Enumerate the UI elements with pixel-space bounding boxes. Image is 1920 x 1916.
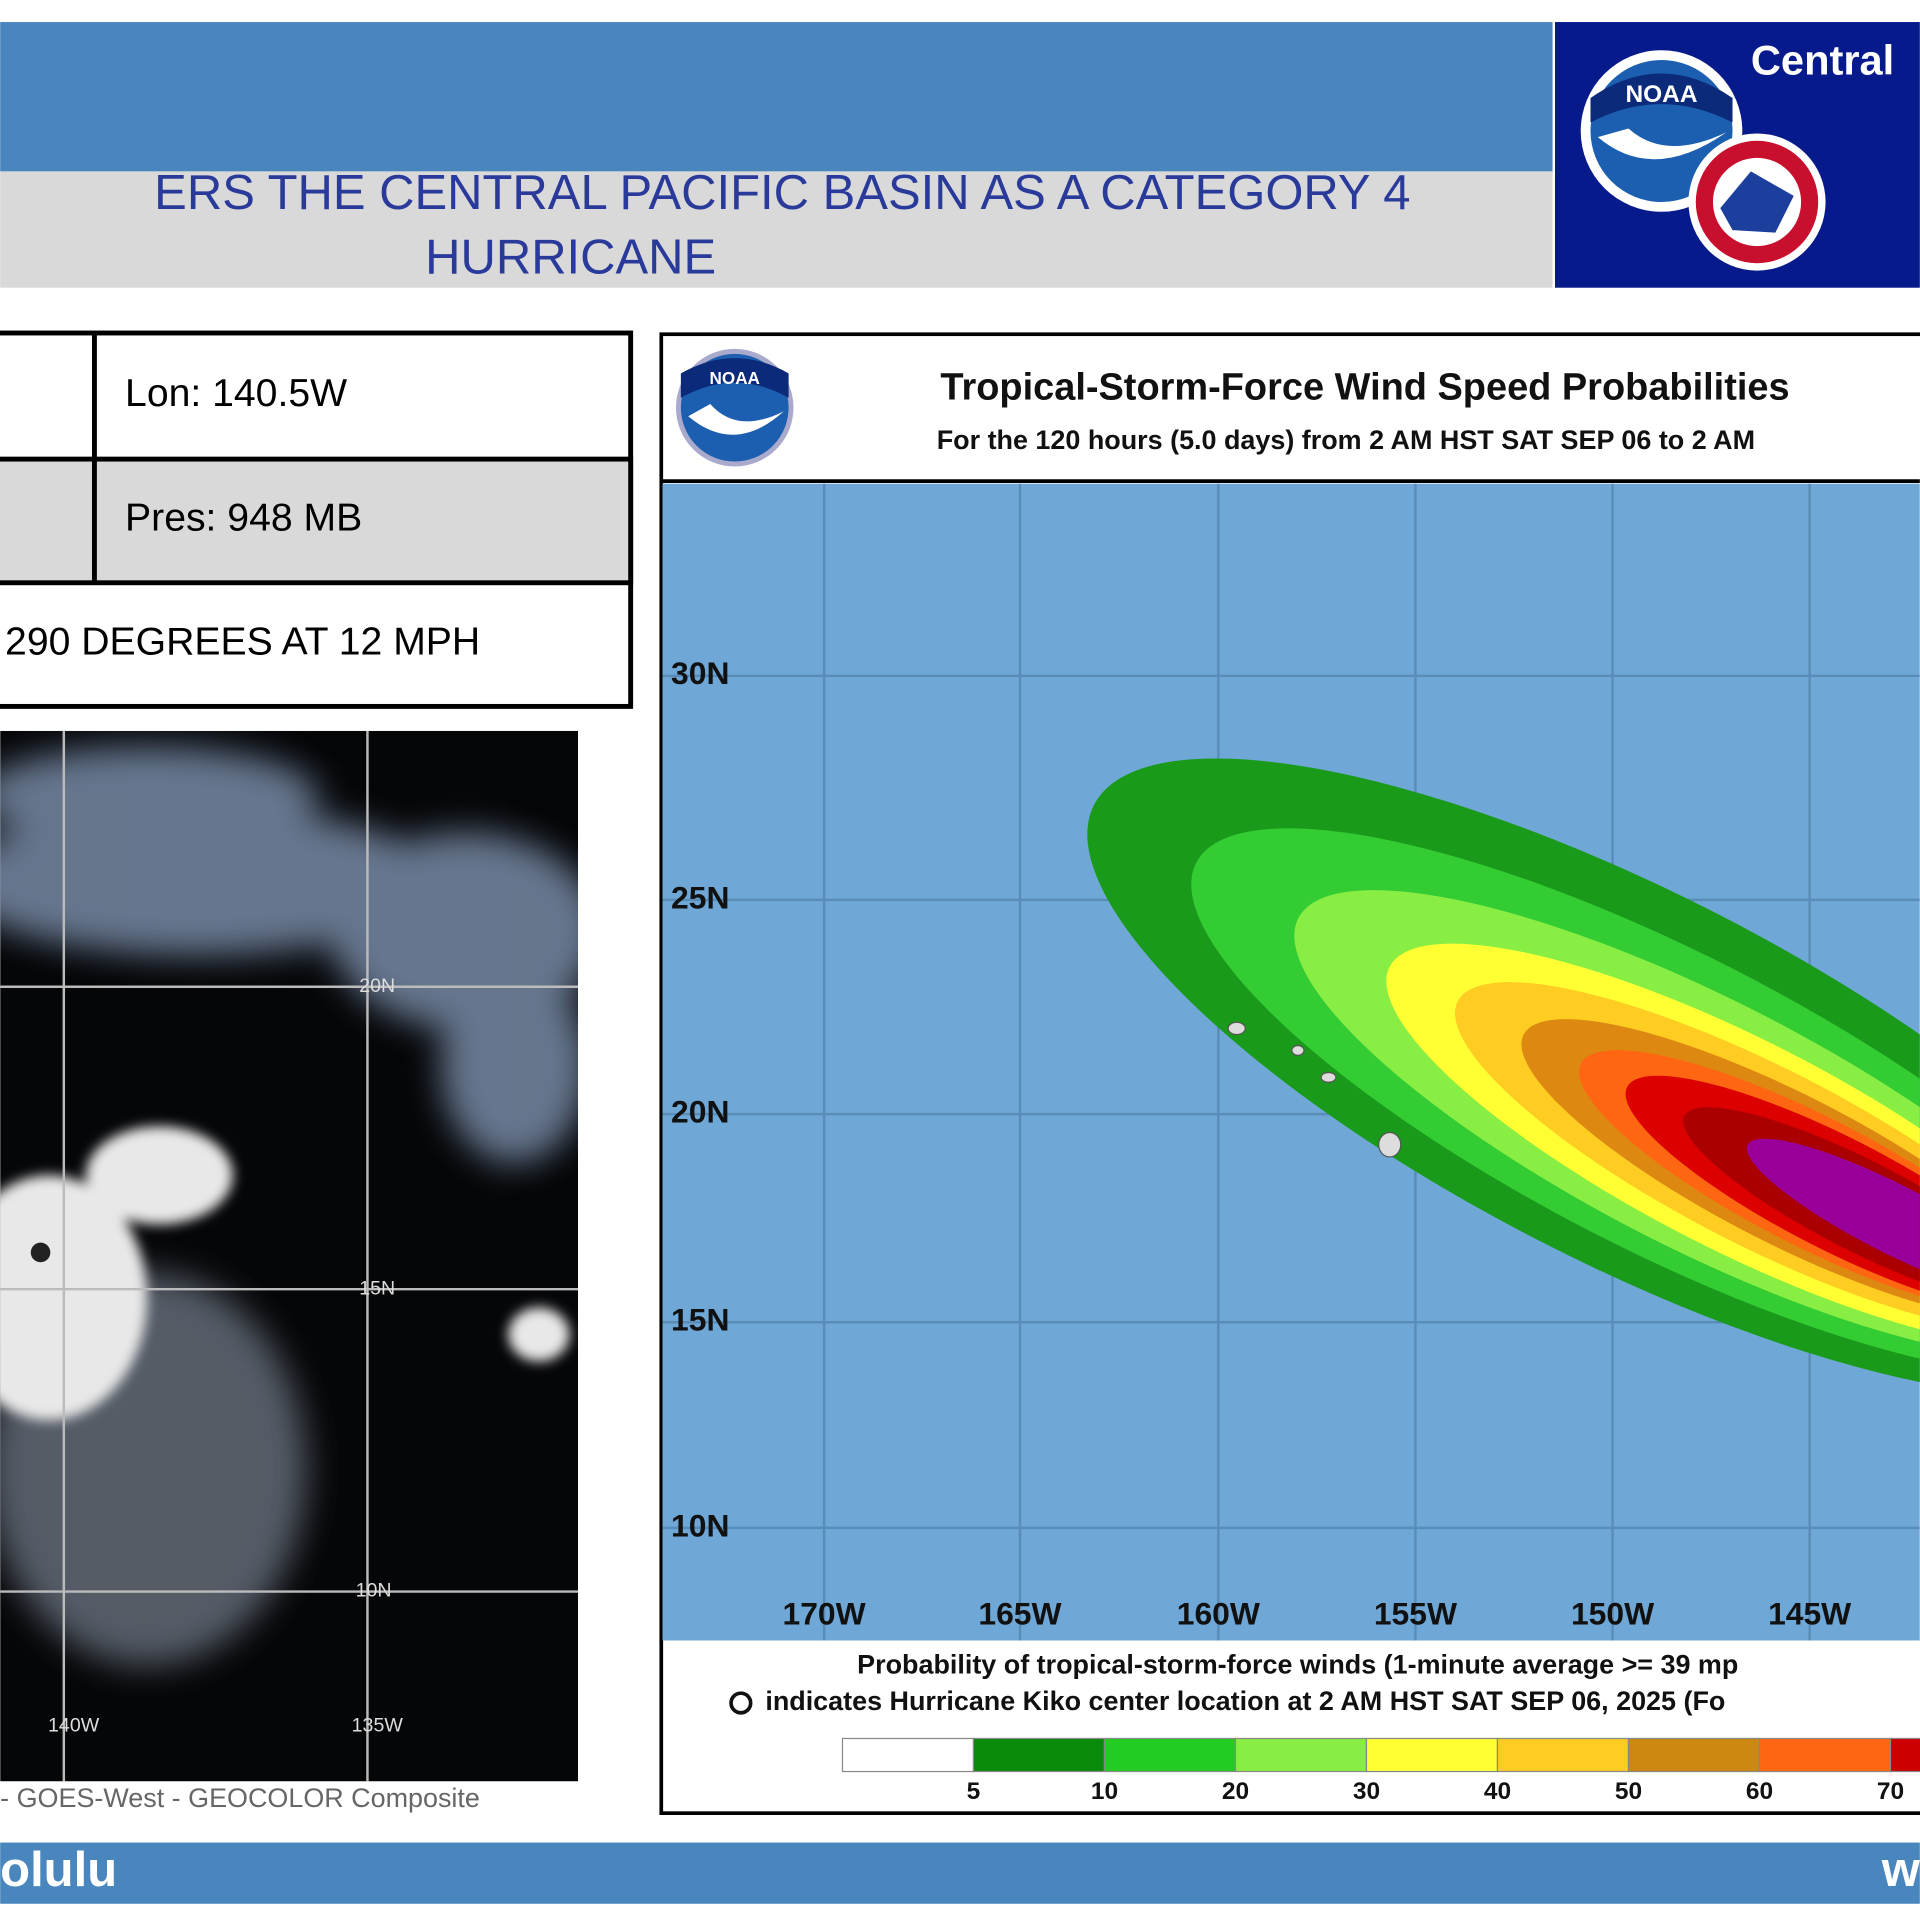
color-swatch	[1103, 1737, 1237, 1773]
scale-tick: 20	[1222, 1778, 1249, 1805]
header-band	[0, 22, 1553, 172]
headline: HURRICANE	[425, 231, 716, 285]
grid-label: 10N	[356, 1580, 392, 1602]
scale-tick: 60	[1746, 1778, 1773, 1805]
satellite-caption: - GOES-West - GEOCOLOR Composite	[0, 1783, 480, 1813]
logo-text: NOAA	[1625, 81, 1697, 108]
map-note: indicates Hurricane Kiko center location…	[765, 1686, 1725, 1716]
lon-label: 145W	[1768, 1595, 1852, 1631]
footer-text: w	[1881, 1843, 1920, 1897]
lon-label: 155W	[1374, 1595, 1458, 1631]
color-swatch	[1365, 1737, 1499, 1773]
probability-swath	[1087, 758, 1920, 1397]
color-swatch	[1496, 1737, 1630, 1773]
map	[662, 483, 1920, 1641]
noaa-logo: NOAA	[1580, 50, 1743, 212]
lon-label: 170W	[783, 1595, 867, 1631]
grid-label: 135W	[352, 1714, 404, 1736]
color-swatch	[1627, 1737, 1761, 1773]
scale-tick: 50	[1615, 1778, 1642, 1805]
satellite-image	[0, 730, 579, 1782]
map-title: Tropical-Storm-Force Wind Speed Probabil…	[940, 366, 1789, 408]
scale-tick: 10	[1091, 1778, 1118, 1805]
scale-tick: 30	[1353, 1778, 1380, 1805]
islands	[1227, 1021, 1402, 1158]
grid-label: 15N	[359, 1277, 395, 1299]
table-cell: 290 DEGREES AT 12 MPH	[5, 620, 480, 663]
lon-label: 160W	[1177, 1595, 1261, 1631]
grid-label: 20N	[359, 975, 395, 997]
lat-label: 20N	[671, 1094, 729, 1130]
color-swatch	[841, 1737, 975, 1773]
color-swatch	[1758, 1737, 1892, 1773]
color-swatch	[1234, 1737, 1368, 1773]
footer-band	[0, 1842, 1920, 1904]
lat-label: 10N	[671, 1507, 729, 1543]
color-swatch	[972, 1737, 1106, 1773]
headline-band	[0, 171, 1553, 288]
grid-label: 140W	[48, 1714, 100, 1736]
map-logo: NOAA	[675, 348, 794, 467]
logo-text: NOAA	[710, 368, 760, 388]
lon-label: 150W	[1571, 1595, 1655, 1631]
lat-label: 15N	[671, 1302, 729, 1338]
table-cell: Lon: 140.5W	[125, 372, 347, 415]
nws-logo	[1688, 133, 1826, 271]
scale-tick: 70	[1877, 1778, 1904, 1805]
map-subtitle: For the 120 hours (5.0 days) from 2 AM H…	[937, 425, 1755, 455]
lat-label: 30N	[671, 655, 729, 691]
center-symbol	[729, 1691, 753, 1715]
color-swatch	[1889, 1737, 1920, 1773]
lon-label: 165W	[978, 1595, 1062, 1631]
table-cell: Pres: 948 MB	[125, 497, 362, 540]
info-table	[0, 330, 634, 709]
footer-text: olulu	[0, 1843, 117, 1897]
lat-label: 25N	[671, 879, 729, 915]
map-note: Probability of tropical-storm-force wind…	[857, 1649, 1738, 1679]
scale-tick: 5	[967, 1778, 981, 1805]
scale-tick: 40	[1484, 1778, 1511, 1805]
office-name: Central	[1751, 37, 1894, 84]
headline: ERS THE CENTRAL PACIFIC BASIN AS A CATEG…	[154, 166, 1410, 220]
